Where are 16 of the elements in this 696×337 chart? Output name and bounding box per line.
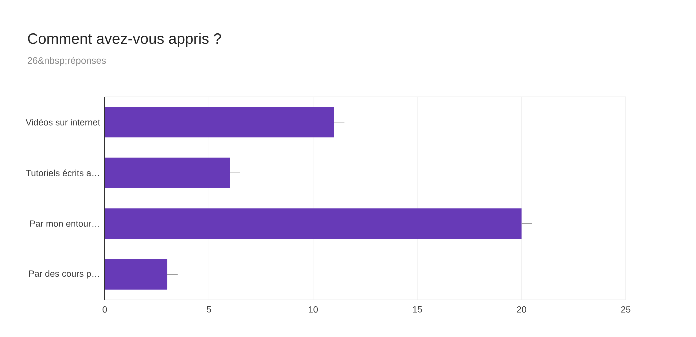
- x-tick-label: 10: [309, 306, 318, 313]
- bar: [105, 259, 168, 290]
- x-tick-label: 5: [207, 306, 212, 313]
- y-tick-label: Tutoriels écrits a…: [26, 170, 100, 176]
- bar: [105, 208, 522, 240]
- x-tick-label: 20: [517, 306, 526, 313]
- y-tick-label: Par des cours p…: [29, 270, 100, 279]
- x-tick-label: 15: [413, 306, 422, 313]
- bar: [105, 107, 334, 138]
- y-tick-label: Par mon entour…: [30, 220, 100, 228]
- x-tick-label: 25: [621, 306, 631, 313]
- chart-subtitle: 26&nbsp;réponses: [28, 57, 106, 66]
- bar: [105, 158, 230, 188]
- x-tick-label: 0: [102, 306, 108, 313]
- chart-title: Comment avez-vous appris ?: [28, 33, 222, 48]
- y-tick-label: Vidéos sur internet: [26, 119, 100, 126]
